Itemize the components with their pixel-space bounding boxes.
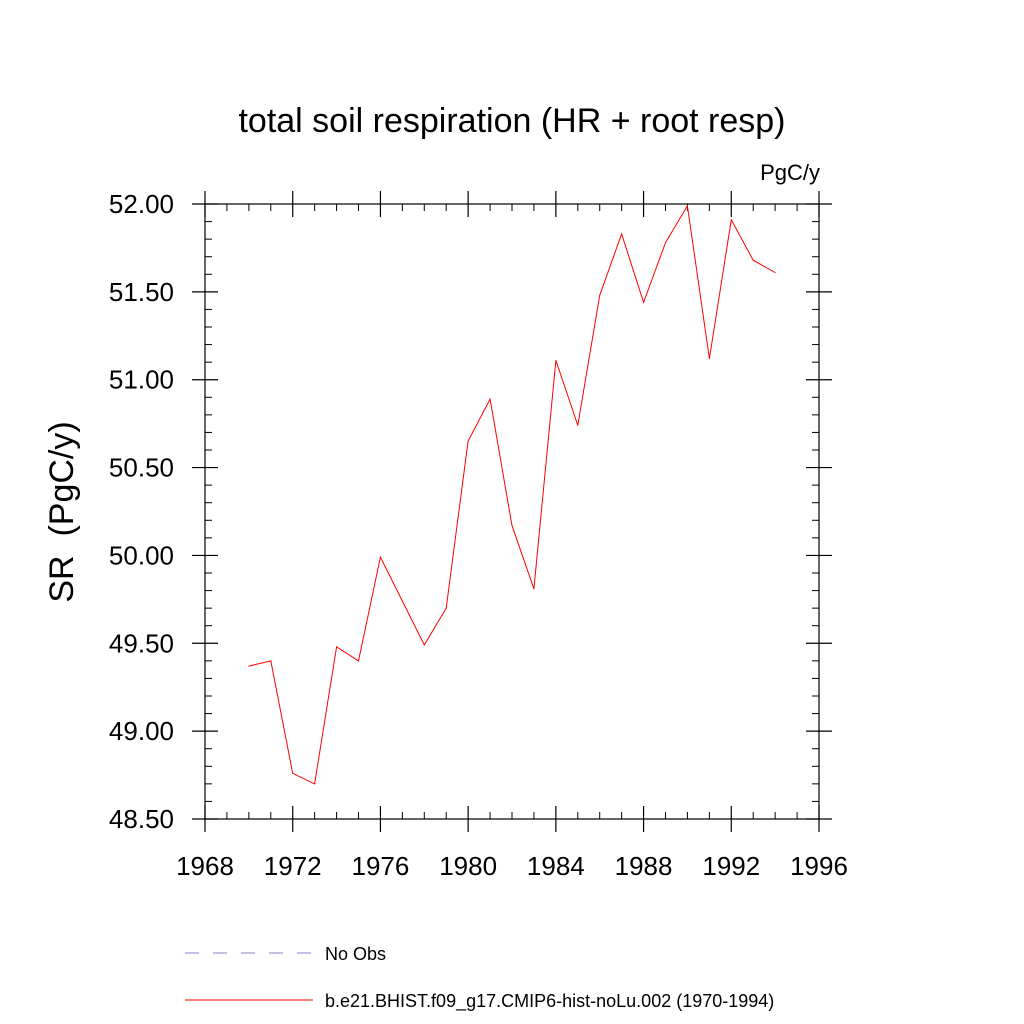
y-tick-label: 51.50 — [109, 277, 174, 307]
data-point — [665, 242, 666, 244]
major-ticks — [192, 191, 832, 832]
data-point — [358, 660, 359, 662]
data-point — [708, 358, 710, 360]
x-tick-label: 1972 — [264, 851, 322, 881]
data-point — [270, 660, 272, 662]
legend-label: No Obs — [325, 944, 386, 964]
legend-label: b.e21.BHIST.f09_g17.CMIP6-hist-noLu.002 … — [325, 991, 774, 1012]
x-tick-label: 1996 — [790, 851, 848, 881]
y-tick-label: 50.50 — [109, 453, 174, 483]
data-point — [379, 556, 381, 558]
minor-ticks — [205, 204, 819, 819]
data-point — [555, 359, 557, 361]
plot-frame — [204, 203, 820, 820]
series-line — [248, 204, 776, 785]
x-tick-label: 1980 — [439, 851, 497, 881]
data-point — [292, 772, 294, 774]
data-point — [686, 205, 688, 207]
y-axis-label: SR (PgC/y) — [43, 421, 81, 602]
data-point — [401, 600, 403, 602]
chart-title: total soil respiration (HR + root resp) — [238, 102, 785, 140]
x-tick-labels: 1968 1972 1976 1980 1984 1988 1992 1996 — [176, 851, 848, 881]
x-tick-label: 1976 — [352, 851, 410, 881]
data-point — [752, 259, 754, 261]
data-point — [248, 665, 250, 667]
data-point — [774, 272, 776, 274]
y-tick-label: 49.50 — [109, 628, 174, 658]
data-point — [511, 525, 513, 527]
data-point — [314, 783, 316, 785]
y-tick-label: 49.00 — [109, 716, 174, 746]
x-tick-label: 1992 — [702, 851, 760, 881]
x-tick-label: 1988 — [615, 851, 673, 881]
x-tick-label: 1968 — [176, 851, 234, 881]
y-tick-labels: 48.50 49.00 49.50 50.00 50.50 51.00 51.50 52.00 — [109, 189, 174, 834]
data-point — [467, 440, 469, 442]
data-point — [533, 588, 535, 590]
data-point — [599, 294, 601, 296]
y-tick-label: 48.50 — [109, 804, 174, 834]
data-point — [643, 301, 645, 303]
data-point — [445, 607, 447, 609]
data-point — [336, 646, 338, 648]
data-point — [730, 219, 732, 221]
y-tick-label: 51.00 — [109, 365, 174, 395]
y-tick-label: 52.00 — [109, 189, 174, 219]
data-point — [621, 233, 623, 235]
plot-border — [204, 203, 820, 820]
units-label: PgC/y — [760, 160, 820, 185]
series-layer — [248, 204, 776, 785]
data-point — [423, 644, 425, 646]
legend: No Obs b.e21.BHIST.f09_g17.CMIP6-hist-noL… — [185, 944, 774, 1012]
y-tick-label: 50.00 — [109, 540, 174, 570]
x-tick-label: 1984 — [527, 851, 585, 881]
data-point — [577, 424, 579, 426]
data-point — [489, 398, 491, 400]
